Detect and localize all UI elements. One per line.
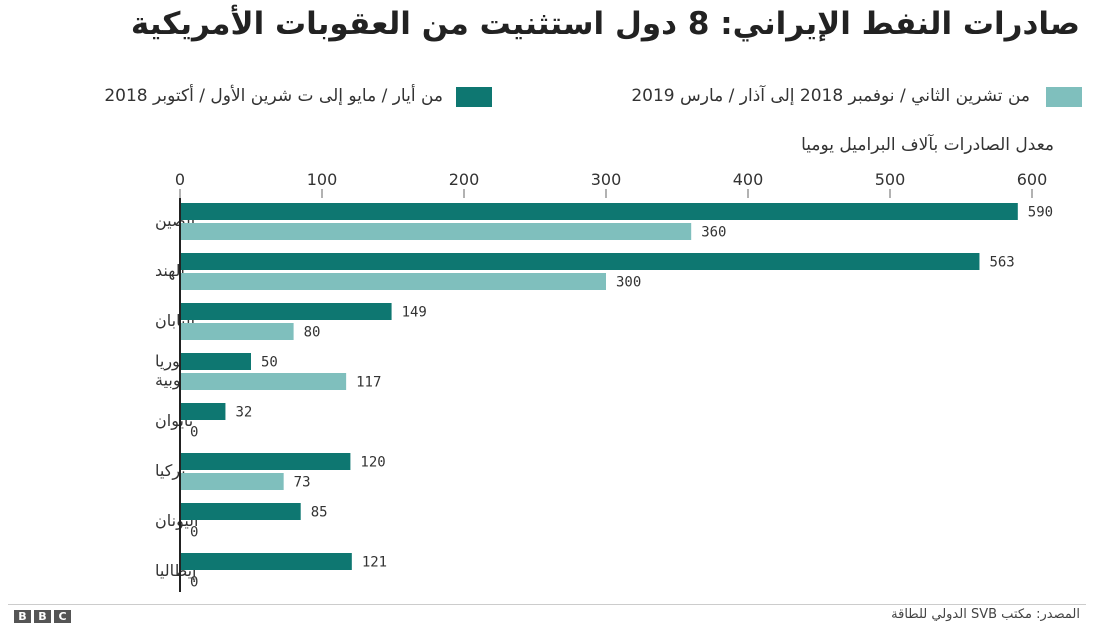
x-tick-label: 500 [875,170,906,189]
data-label: 149 [402,305,427,321]
bar-dark [180,353,251,370]
data-label: 50 [261,355,278,371]
data-label: 563 [989,255,1014,271]
footer-divider [8,604,1086,605]
bar-dark [180,403,226,420]
data-label: 32 [235,405,252,421]
data-label: 590 [1028,205,1053,221]
bar-dark [180,303,392,320]
category-label: تركيا [155,461,186,481]
legend-swatch-light [1046,87,1082,107]
bbc-logo-letter: C [54,610,71,623]
bar-light [180,473,284,490]
data-label: 121 [362,555,387,571]
bar-dark [180,453,351,470]
x-tick-label: 600 [1017,170,1048,189]
data-label: 0 [190,525,198,541]
legend-swatch-dark [456,87,492,107]
bbc-logo-letter: B [14,610,31,623]
x-tick-label: 0 [175,170,185,189]
x-axis-label: معدل الصادرات بآلاف البراميل يوميا [801,135,1054,155]
data-label: 0 [190,575,198,591]
data-label: 80 [304,325,321,341]
x-tick-label: 300 [591,170,622,189]
bar-dark [180,253,980,270]
x-tick-label: 100 [307,170,338,189]
x-tick-label: 400 [733,170,764,189]
bar-dark [180,203,1018,220]
data-label: 117 [356,375,381,391]
data-label: 0 [190,425,198,441]
source-note: المصدر: مكتب SVB الدولي للطاقة [891,607,1080,622]
legend-label-light: من تشرين الثاني / نوفمبر 2018 إلى آذار /… [631,86,1030,106]
category-label: الهند [155,261,185,281]
bar-light [180,323,294,340]
bar-dark [180,503,301,520]
legend-label-dark: من أيار / مايو إلى ت شرين الأول / أكتوبر… [104,86,443,106]
data-label: 300 [616,275,641,291]
x-tick-label: 200 [449,170,480,189]
bbc-logo-letter: B [34,610,51,623]
bbc-logo: B B C [14,610,71,623]
bar-dark [180,553,352,570]
bar-light [180,273,606,290]
bar-light [180,223,692,240]
data-label: 73 [294,475,311,491]
bar-light [180,373,347,390]
data-label: 120 [360,455,385,471]
data-label: 360 [701,225,726,241]
data-label: 85 [311,505,328,521]
chart-title: صادرات النفط الإيراني: 8 دول استثنيت من … [130,6,1080,42]
